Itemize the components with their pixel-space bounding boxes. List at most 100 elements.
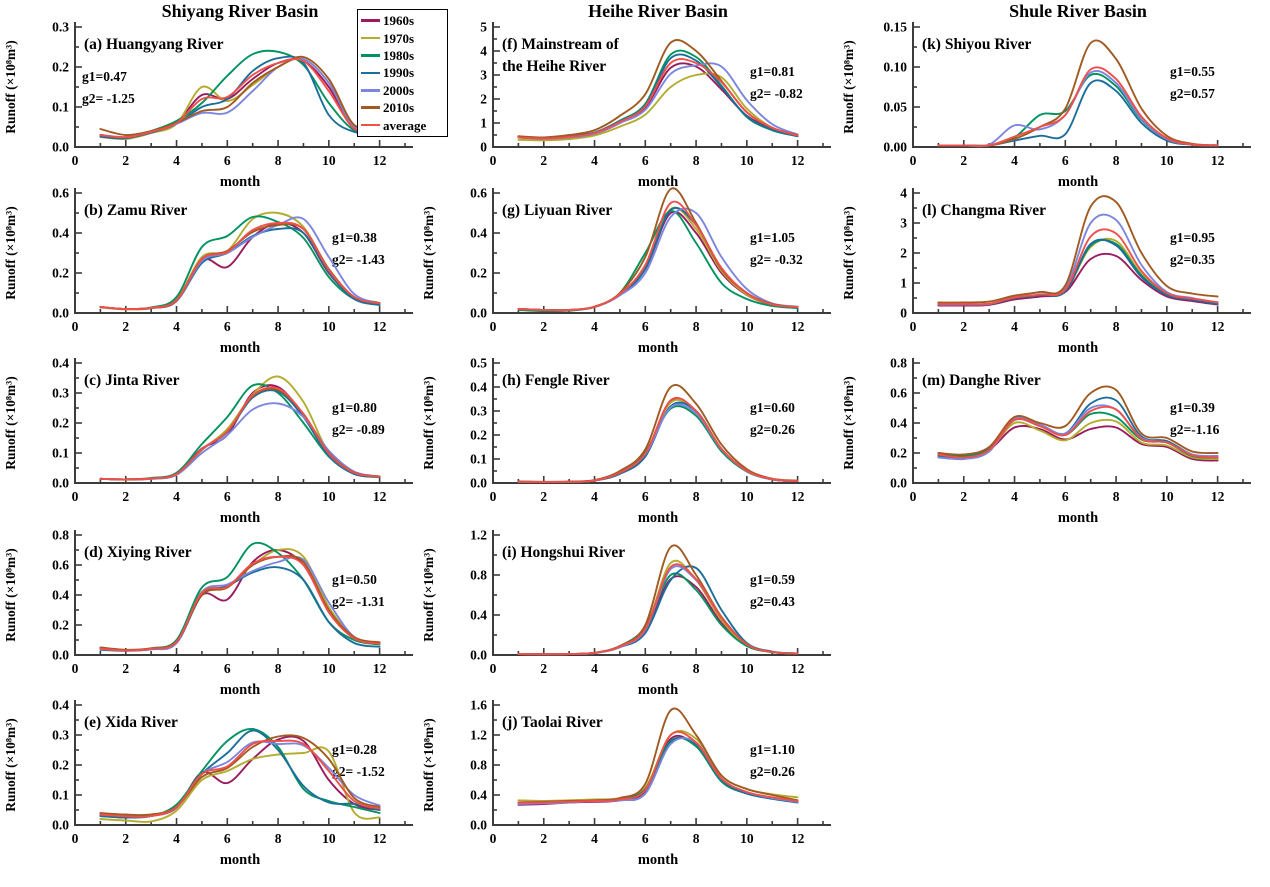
svg-text:0.8: 0.8 bbox=[470, 568, 487, 583]
svg-text:6: 6 bbox=[224, 831, 231, 846]
annotation-g2: g2= -1.25 bbox=[82, 91, 135, 106]
svg-text:0.2: 0.2 bbox=[52, 60, 69, 75]
annotation-g1: g1=0.80 bbox=[332, 400, 377, 415]
panel-title-d: (d) Xiying River bbox=[84, 544, 192, 561]
x-tick-labels: 0 2 4 6 8 10 12 bbox=[910, 153, 1225, 168]
svg-text:10: 10 bbox=[322, 319, 336, 334]
svg-text:10: 10 bbox=[740, 661, 754, 676]
annotation-g2: g2=0.26 bbox=[750, 764, 795, 779]
svg-text:3: 3 bbox=[900, 216, 907, 231]
svg-text:8: 8 bbox=[693, 319, 700, 334]
svg-text:0.8: 0.8 bbox=[890, 356, 907, 371]
panel-title-k: (k) Shiyou River bbox=[922, 36, 1031, 53]
svg-text:3: 3 bbox=[480, 68, 487, 83]
y-axis-title: Runoff (×10⁸m³) bbox=[421, 206, 436, 299]
x-tick-labels: 0 2 4 6 8 10 12 bbox=[72, 661, 387, 676]
svg-text:0: 0 bbox=[72, 661, 79, 676]
y-tick-labels: 0.0 0.4 0.8 1.2 1.6 bbox=[470, 698, 487, 833]
svg-text:10: 10 bbox=[322, 661, 336, 676]
svg-text:0.3: 0.3 bbox=[52, 728, 69, 743]
svg-text:4: 4 bbox=[1011, 153, 1018, 168]
x-tick-labels: 0 2 4 6 8 10 12 bbox=[72, 319, 387, 334]
svg-text:8: 8 bbox=[693, 153, 700, 168]
svg-text:0.4: 0.4 bbox=[52, 356, 69, 371]
svg-text:0: 0 bbox=[490, 319, 497, 334]
svg-text:0: 0 bbox=[72, 153, 79, 168]
svg-text:0: 0 bbox=[910, 489, 917, 504]
svg-text:0.4: 0.4 bbox=[52, 226, 69, 241]
ticks bbox=[492, 704, 824, 826]
ticks bbox=[74, 26, 406, 148]
svg-text:12: 12 bbox=[1211, 319, 1225, 334]
annotation-g1: g1=1.10 bbox=[750, 742, 795, 757]
svg-text:4: 4 bbox=[591, 319, 598, 334]
svg-text:10: 10 bbox=[322, 831, 336, 846]
svg-text:0.0: 0.0 bbox=[470, 818, 487, 833]
svg-text:10: 10 bbox=[740, 831, 754, 846]
annotation-g2: g2= -1.31 bbox=[332, 594, 385, 609]
ticks bbox=[74, 704, 406, 826]
svg-text:12: 12 bbox=[791, 319, 805, 334]
series-average bbox=[517, 563, 799, 656]
svg-text:4: 4 bbox=[591, 831, 598, 846]
svg-text:2: 2 bbox=[480, 92, 487, 107]
svg-text:4: 4 bbox=[591, 661, 598, 676]
annotation-g2: g2= -0.32 bbox=[750, 252, 803, 267]
svg-text:0: 0 bbox=[900, 306, 907, 321]
svg-text:4: 4 bbox=[173, 319, 180, 334]
series-average bbox=[517, 730, 799, 804]
axes bbox=[912, 358, 1251, 484]
svg-text:12: 12 bbox=[373, 661, 387, 676]
svg-text:10: 10 bbox=[740, 489, 754, 504]
svg-text:0: 0 bbox=[72, 489, 79, 504]
y-axis-title: Runoff (×10⁸m³) bbox=[3, 548, 18, 641]
svg-text:4: 4 bbox=[1011, 489, 1018, 504]
svg-text:8: 8 bbox=[275, 153, 282, 168]
svg-text:10: 10 bbox=[322, 153, 336, 168]
legend-swatch-1960s bbox=[361, 19, 380, 22]
series-average bbox=[517, 58, 799, 140]
series-1960s bbox=[517, 575, 799, 656]
svg-text:0: 0 bbox=[490, 831, 497, 846]
svg-text:2: 2 bbox=[122, 661, 129, 676]
axes bbox=[912, 188, 1251, 314]
svg-text:8: 8 bbox=[1113, 153, 1120, 168]
svg-text:2: 2 bbox=[960, 319, 967, 334]
svg-text:0: 0 bbox=[480, 140, 487, 155]
annotation-g1: g1=0.95 bbox=[1170, 230, 1215, 245]
legend-label: average bbox=[383, 117, 427, 133]
svg-text:8: 8 bbox=[275, 489, 282, 504]
svg-text:12: 12 bbox=[791, 661, 805, 676]
svg-text:1.2: 1.2 bbox=[470, 728, 487, 743]
annotation-g2: g2=0.26 bbox=[750, 422, 795, 437]
svg-text:12: 12 bbox=[373, 153, 387, 168]
svg-text:0.4: 0.4 bbox=[470, 380, 487, 395]
x-tick-labels: 0 2 4 6 8 10 12 bbox=[490, 489, 805, 504]
svg-text:6: 6 bbox=[1062, 319, 1069, 334]
legend-swatch-1980s bbox=[361, 54, 380, 57]
svg-text:0.1: 0.1 bbox=[470, 452, 487, 467]
svg-text:0.1: 0.1 bbox=[52, 446, 69, 461]
svg-text:0.6: 0.6 bbox=[470, 186, 487, 201]
svg-text:0.6: 0.6 bbox=[52, 558, 69, 573]
series-average bbox=[99, 555, 381, 652]
svg-text:0.0: 0.0 bbox=[52, 476, 69, 491]
x-tick-labels: 0 2 4 6 8 10 12 bbox=[910, 489, 1225, 504]
legend-swatch-1970s bbox=[361, 36, 380, 40]
y-tick-labels: 0.0 0.4 0.8 1.2 bbox=[470, 528, 487, 663]
chart-panel-m: 0 2 4 6 8 10 12 0.0 0.2 0.4 0.6 0.8 Runoff (×10⁸m³) m… bbox=[841, 356, 1251, 526]
annotation-g1: g1=0.81 bbox=[750, 64, 795, 79]
svg-text:0.1: 0.1 bbox=[52, 788, 69, 803]
legend-item-1970s: 1970s bbox=[361, 29, 445, 46]
svg-text:8: 8 bbox=[275, 661, 282, 676]
chart-panel-j: 0 2 4 6 8 10 12 0.0 0.4 0.8 1.2 1.6 Runoff (×10⁸m³) m… bbox=[421, 698, 831, 868]
series-2010s bbox=[937, 385, 1219, 456]
svg-text:10: 10 bbox=[322, 489, 336, 504]
svg-text:4: 4 bbox=[1011, 319, 1018, 334]
svg-text:2: 2 bbox=[540, 153, 547, 168]
series-average bbox=[99, 386, 381, 481]
annotation-g1: g1=0.50 bbox=[332, 572, 377, 587]
y-tick-labels: 0 1 2 3 4 bbox=[900, 186, 907, 321]
ticks bbox=[492, 26, 824, 148]
